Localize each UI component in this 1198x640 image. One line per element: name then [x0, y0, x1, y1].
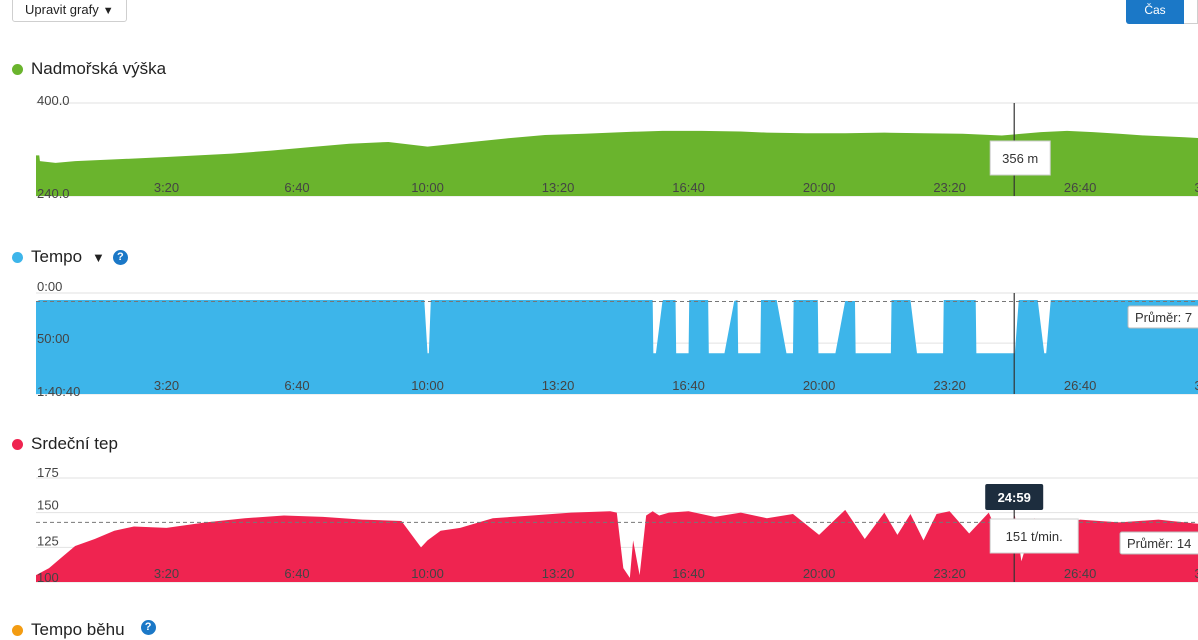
x-tick-label: 26:40: [1064, 566, 1097, 581]
y-tick-label: 400.0: [37, 93, 70, 108]
x-tick-label: 23:20: [933, 378, 966, 393]
x-tick-label: 30:00: [1194, 378, 1198, 393]
y-tick-label: 125: [37, 533, 59, 548]
x-tick-label: 20:00: [803, 378, 836, 393]
x-tick-label: 10:00: [411, 566, 444, 581]
heart_rate-area: [36, 509, 1198, 582]
x-tick-label: 16:40: [672, 180, 705, 195]
x-tick-label: 13:20: [542, 180, 575, 195]
x-tick-label: 3:20: [154, 180, 179, 195]
elevation-chart[interactable]: 400.0 240.0 3:20 6:40 10:00 13:20 16:40 20:00 23…: [0, 85, 1198, 205]
time-axis-button[interactable]: Čas: [1126, 0, 1184, 24]
average-label-box: Průměr: 7: [1127, 305, 1198, 329]
heart-rate-chart[interactable]: 175 150 125 100 3:20 6:40 10:00 13:20 16:40 20:00…: [0, 462, 1198, 592]
heart-rate-tooltip-text: 151 t/min.: [1006, 529, 1063, 544]
x-tick-label: 13:20: [542, 378, 575, 393]
y-tick-label: 150: [37, 498, 59, 513]
heart-title: Srdeční tep: [31, 434, 118, 453]
average-label-box: Průměr: 14: [1119, 531, 1198, 555]
y-tick-label: 50:00: [37, 331, 70, 346]
cursor-time-badge: 24:59: [985, 484, 1044, 510]
blue-dot-icon: [12, 251, 23, 263]
x-tick-label: 6:40: [284, 566, 309, 581]
x-tick-label: 23:20: [933, 566, 966, 581]
x-tick-label: 30:00: [1194, 566, 1198, 581]
pace-title: Tempo: [31, 247, 83, 266]
x-tick-label: 16:40: [672, 378, 705, 393]
red-dot-icon: [12, 438, 23, 450]
average-label: Průměr: 7: [1135, 310, 1192, 325]
edit-charts-label: Upravit grafy: [25, 2, 99, 17]
help-icon[interactable]: ?: [112, 249, 128, 265]
average-label: Průměr: 14: [1127, 536, 1191, 551]
y-tick-label: 240.0: [37, 186, 70, 201]
x-tick-label: 13:20: [542, 566, 575, 581]
x-tick-label: 6:40: [284, 180, 309, 195]
y-tick-label: 175: [37, 465, 59, 480]
pace-chart[interactable]: 0:00 50:00 1:40:40 3:20 6:40 10:00 13:20 16:40 2…: [0, 275, 1198, 405]
average-label-bg: [1127, 305, 1198, 329]
pace-area: [36, 300, 1198, 394]
x-tick-label: 30:00: [1194, 180, 1198, 195]
x-tick-label: 26:40: [1064, 180, 1097, 195]
x-tick-label: 26:40: [1064, 378, 1097, 393]
elevation-title: Nadmořská výška: [31, 59, 167, 78]
x-tick-label: 10:00: [411, 180, 444, 195]
x-tick-label: 3:20: [154, 566, 179, 581]
time-badge-bg: [985, 484, 1044, 510]
elevation-area: [36, 130, 1198, 196]
heart-rate-tooltip: 151 t/min.: [989, 518, 1079, 554]
help-icon[interactable]: ?: [140, 619, 156, 635]
heart-section-title: Srdeční tep: [12, 434, 118, 454]
run-pace-section-title: Tempo běhu ?: [12, 619, 156, 640]
cursor-time-label: 24:59: [998, 490, 1031, 505]
x-tick-label: 10:00: [411, 378, 444, 393]
tooltip-bg: [989, 140, 1051, 176]
pace-section-title: Tempo ▼ ?: [12, 247, 128, 267]
elevation-section-title: Nadmořská výška: [12, 59, 166, 79]
average-label-bg: [1119, 531, 1198, 555]
x-tick-label: 16:40: [672, 566, 705, 581]
edit-charts-button[interactable]: Upravit grafy ▼: [12, 0, 127, 22]
x-tick-label: 6:40: [284, 378, 309, 393]
run-pace-title: Tempo běhu: [31, 620, 125, 639]
distance-axis-button[interactable]: [1184, 0, 1198, 24]
y-tick-label: 0:00: [37, 279, 62, 294]
green-dot-icon: [12, 63, 23, 75]
x-tick-label: 20:00: [803, 180, 836, 195]
y-tick-label: 1:40:40: [37, 384, 80, 399]
x-tick-label: 3:20: [154, 378, 179, 393]
chevron-down-icon: ▼: [102, 5, 114, 17]
orange-dot-icon: [12, 624, 23, 636]
x-tick-label: 20:00: [803, 566, 836, 581]
y-tick-label: 100: [37, 570, 59, 585]
tooltip-bg: [989, 518, 1079, 554]
elevation-tooltip-text: 356 m: [1002, 151, 1038, 166]
x-tick-label: 23:20: [933, 180, 966, 195]
elevation-tooltip: 356 m: [989, 140, 1051, 176]
chevron-down-icon[interactable]: ▼: [92, 249, 105, 265]
